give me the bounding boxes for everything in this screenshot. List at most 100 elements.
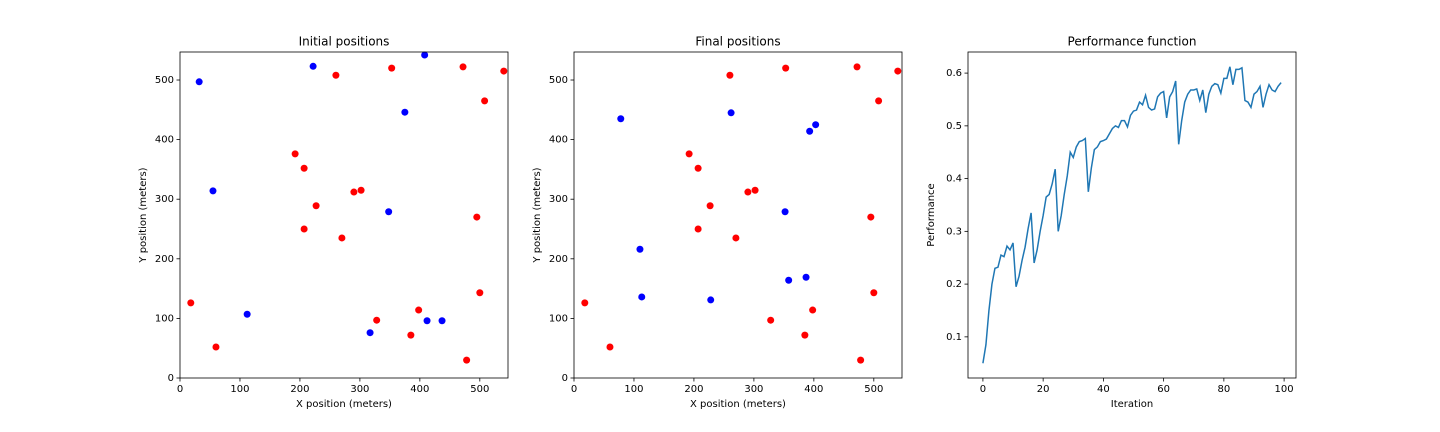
y-axis-label: Y position (meters) xyxy=(138,167,149,263)
point xyxy=(726,71,734,79)
y-tick-label: 200 xyxy=(549,254,568,265)
point xyxy=(415,306,423,314)
chart-title: Performance function xyxy=(1068,35,1197,49)
chart-title: Initial positions xyxy=(299,35,390,49)
x-tick-label: 100 xyxy=(624,384,643,395)
point xyxy=(243,310,251,318)
x-tick-label: 300 xyxy=(350,384,369,395)
x-tick-label: 100 xyxy=(1275,384,1294,395)
y-tick-label: 0.1 xyxy=(946,332,962,343)
x-axis-label: X position (meters) xyxy=(296,399,392,410)
point xyxy=(459,63,467,71)
x-tick-label: 0 xyxy=(571,384,577,395)
y-tick-label: 300 xyxy=(549,194,568,205)
point xyxy=(332,71,340,79)
x-tick-label: 40 xyxy=(1097,384,1110,395)
point xyxy=(463,356,471,364)
chart-title: Final positions xyxy=(695,35,780,49)
x-tick-label: 400 xyxy=(410,384,429,395)
y-axis-label: Performance xyxy=(926,183,937,246)
y-tick-label: 500 xyxy=(155,75,174,86)
point xyxy=(350,188,358,196)
point xyxy=(481,97,489,105)
point xyxy=(438,317,446,325)
y-tick-label: 0 xyxy=(562,373,568,384)
point xyxy=(870,289,878,297)
point xyxy=(500,67,508,75)
point xyxy=(785,276,793,284)
point xyxy=(606,343,614,351)
point xyxy=(806,127,814,135)
point xyxy=(707,296,715,304)
x-tick-label: 80 xyxy=(1217,384,1230,395)
y-tick-label: 0.6 xyxy=(946,68,962,79)
point xyxy=(812,121,820,129)
point xyxy=(300,164,308,172)
point xyxy=(366,329,374,337)
point xyxy=(300,225,308,233)
point xyxy=(867,213,875,221)
point xyxy=(727,109,735,117)
y-tick-label: 500 xyxy=(549,75,568,86)
y-tick-label: 0.2 xyxy=(946,279,962,290)
point xyxy=(751,186,759,194)
x-tick-label: 200 xyxy=(684,384,703,395)
y-tick-label: 0.5 xyxy=(946,121,962,132)
point xyxy=(744,188,752,196)
point xyxy=(636,245,644,253)
axes-frame xyxy=(967,51,1297,379)
x-axis-label: Iteration xyxy=(1111,399,1153,410)
x-tick-label: 500 xyxy=(864,384,883,395)
point xyxy=(809,306,817,314)
point xyxy=(694,225,702,233)
point xyxy=(209,187,217,195)
point xyxy=(706,202,714,210)
point xyxy=(421,51,429,59)
y-tick-label: 300 xyxy=(155,194,174,205)
y-tick-label: 100 xyxy=(549,313,568,324)
x-tick-label: 0 xyxy=(980,384,986,395)
x-axis-label: X position (meters) xyxy=(690,399,786,410)
point xyxy=(581,299,589,307)
point xyxy=(357,186,365,194)
point xyxy=(373,316,381,324)
y-axis-label: Y position (meters) xyxy=(532,167,543,263)
point xyxy=(476,289,484,297)
point xyxy=(685,150,693,158)
point xyxy=(781,208,789,216)
point xyxy=(694,164,702,172)
point xyxy=(617,115,625,123)
point xyxy=(309,62,317,70)
point xyxy=(802,273,810,281)
x-tick-label: 60 xyxy=(1157,384,1170,395)
point xyxy=(338,234,346,242)
point xyxy=(894,67,902,75)
x-tick-label: 200 xyxy=(290,384,309,395)
y-tick-label: 0.3 xyxy=(946,226,962,237)
point xyxy=(291,150,299,158)
point xyxy=(782,64,790,72)
x-tick-label: 500 xyxy=(470,384,489,395)
x-tick-label: 300 xyxy=(744,384,763,395)
point xyxy=(875,97,883,105)
point xyxy=(407,331,415,339)
point xyxy=(401,108,409,116)
y-tick-label: 0.4 xyxy=(946,174,962,185)
x-tick-label: 100 xyxy=(230,384,249,395)
point xyxy=(732,234,740,242)
y-tick-label: 100 xyxy=(155,313,174,324)
point xyxy=(385,208,393,216)
point xyxy=(212,343,220,351)
axes-frame xyxy=(573,51,903,379)
point xyxy=(857,356,865,364)
point xyxy=(767,316,775,324)
point xyxy=(853,63,861,71)
y-tick-label: 400 xyxy=(155,135,174,146)
point xyxy=(423,317,431,325)
x-tick-label: 20 xyxy=(1037,384,1050,395)
x-tick-label: 0 xyxy=(177,384,183,395)
point xyxy=(187,299,195,307)
point xyxy=(638,293,646,301)
line xyxy=(982,66,1282,364)
